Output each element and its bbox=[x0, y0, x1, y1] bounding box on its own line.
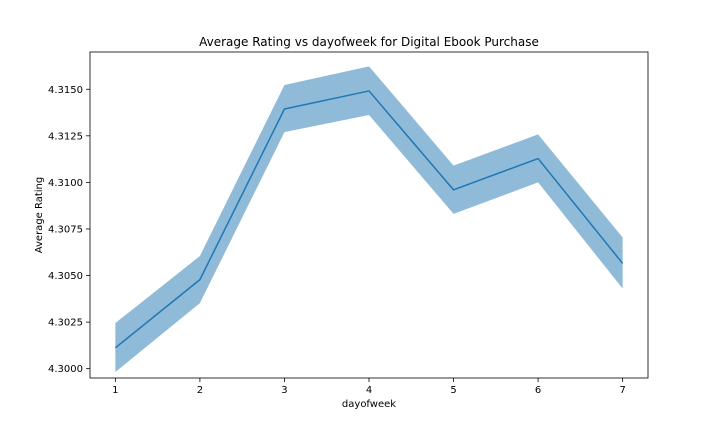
x-tick-label: 5 bbox=[450, 385, 456, 396]
y-tick-label: 4.3050 bbox=[48, 271, 83, 282]
y-tick-label: 4.3100 bbox=[48, 178, 83, 189]
y-tick-label: 4.3075 bbox=[48, 224, 83, 235]
data-point bbox=[114, 347, 116, 349]
data-point bbox=[368, 90, 370, 92]
y-axis-label: Average Rating bbox=[34, 177, 45, 253]
y-tick-label: 4.3125 bbox=[48, 131, 83, 142]
x-tick-label: 1 bbox=[112, 385, 118, 396]
data-point bbox=[537, 158, 539, 160]
x-tick-label: 4 bbox=[366, 385, 372, 396]
x-tick-label: 3 bbox=[281, 385, 287, 396]
x-tick-label: 6 bbox=[535, 385, 541, 396]
chart-title: Average Rating vs dayofweek for Digital … bbox=[199, 35, 539, 49]
data-point bbox=[453, 189, 455, 191]
data-point bbox=[199, 279, 201, 281]
x-axis-ticks: 1 2 3 4 5 6 7 bbox=[112, 378, 626, 396]
data-point bbox=[622, 262, 624, 264]
y-axis-ticks: 4.3000 4.3025 4.3050 4.3075 4.3100 4.3125 4.31… bbox=[48, 85, 90, 375]
y-tick-label: 4.3025 bbox=[48, 318, 83, 329]
x-tick-label: 7 bbox=[619, 385, 625, 396]
y-tick-label: 4.3150 bbox=[48, 85, 83, 96]
y-tick-label: 4.3000 bbox=[48, 364, 83, 375]
data-point bbox=[283, 108, 285, 110]
x-axis-label: dayofweek bbox=[342, 399, 396, 410]
series-line bbox=[114, 90, 624, 349]
x-tick-label: 2 bbox=[197, 385, 203, 396]
